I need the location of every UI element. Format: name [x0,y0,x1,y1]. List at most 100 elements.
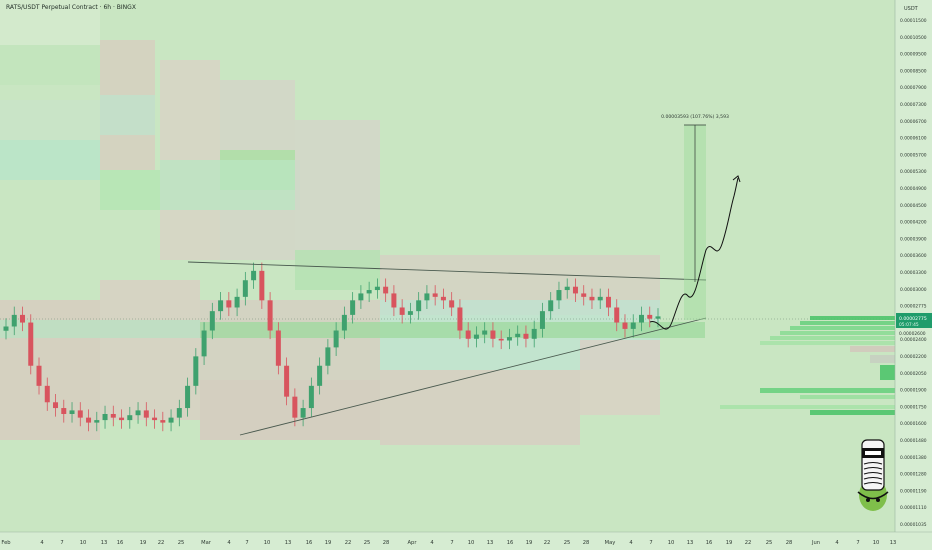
candle-body [242,280,248,297]
candle-body [523,333,529,339]
symbol-title: RATS/USDT Perpetual Contract · 6h · BING… [6,4,136,11]
time-tick-label: 16 [306,540,313,546]
price-tick-label: 0.00005300 [900,169,927,175]
volume-profile-bar [790,326,895,330]
candle-body [333,330,339,348]
candle-body [127,415,133,421]
volume-profile-bar [760,388,895,393]
time-tick-label: 19 [140,540,147,546]
candle-body [3,326,9,331]
candle-body [647,314,653,319]
price-tick-label: 0.00006100 [900,136,927,142]
candle-body [251,270,257,281]
time-tick-label: 28 [583,540,590,546]
candle-body [572,286,578,294]
candle-body [564,286,570,291]
price-tick-label: 0.00002050 [900,371,927,377]
time-tick-label: 19 [325,540,332,546]
volume-band [380,370,580,445]
volume-profile-bar [810,410,895,415]
volume-band [295,120,380,270]
time-tick-label: 7 [245,540,248,546]
time-tick-label: 4 [629,540,633,546]
time-tick-label: 4 [835,540,839,546]
time-tick-label: 22 [345,540,352,546]
candle-body [267,300,273,331]
candle-body [119,417,125,421]
candle-body [77,410,83,418]
candle-body [36,365,42,386]
candle-body [53,402,59,409]
volume-profile-bar [880,365,895,380]
candle-body [416,300,422,312]
time-tick-label: 4 [227,540,231,546]
candle-body [366,290,372,294]
price-tick-label: 0.00004900 [900,186,927,192]
projection-path [649,177,739,330]
candle-body [622,322,628,329]
candle-body [449,300,455,308]
volume-band [0,0,100,45]
support-trendline [239,317,707,436]
candle-body [407,311,413,315]
time-tick-label: 10 [873,540,880,546]
price-tick-label: 0.00001380 [900,455,927,461]
candle-body [284,365,290,397]
candle-body [473,334,479,339]
candle-body [226,300,232,308]
candle-body [234,296,240,308]
time-tick-label: 22 [745,540,752,546]
candle-body [374,286,380,291]
time-tick-label: 10 [468,540,475,546]
volume-profile-bar [800,321,895,325]
candle-body [383,286,389,294]
volume-band [0,140,100,180]
candle-body [86,417,92,423]
candle-body [292,396,298,418]
resistance-trendline [187,261,707,281]
candle-body [506,337,512,341]
candle-body [135,410,141,416]
candle-body [300,408,306,418]
projection-arrowhead [732,175,741,183]
candle-body [432,293,438,297]
price-tick-label: 0.00001900 [900,388,927,394]
candle-body [630,322,636,329]
candle-body [465,330,471,339]
time-tick-label: Jun [811,540,820,546]
time-tick-label: 10 [80,540,87,546]
candle-body [176,408,182,418]
candle-body [143,410,149,418]
candle-body [259,270,265,301]
candle-body [391,293,397,308]
price-tick-label: 0.00001035 [900,522,927,528]
time-tick-label: 28 [786,540,793,546]
volume-profile-bar [780,331,895,335]
time-tick-label: 13 [890,540,897,546]
time-tick-label: 19 [526,540,533,546]
price-tick-label: 0.00004500 [900,203,927,209]
candle-body [185,385,191,409]
volume-band [580,340,660,415]
candle-body [556,290,562,301]
time-axis [0,532,932,550]
price-tick-label: 0.00008500 [900,68,927,74]
volume-band [0,320,200,338]
time-tick-label: 13 [285,540,292,546]
price-tick-label: 0.00006700 [900,119,927,125]
currency-label: USDT [904,6,919,12]
candle-body [655,316,661,319]
current-price-text: 0.00002775 [899,316,927,322]
time-tick-label: 7 [450,540,453,546]
volume-profile-bar [720,405,895,409]
volume-band [200,322,705,338]
candle-body [358,293,364,301]
candle-body [110,413,116,418]
volume-band [0,45,100,85]
time-tick-label: 25 [364,540,371,546]
price-tick-label: 0.00003300 [900,270,927,276]
current-price-badge [896,313,932,328]
time-tick-label: 4 [40,540,44,546]
